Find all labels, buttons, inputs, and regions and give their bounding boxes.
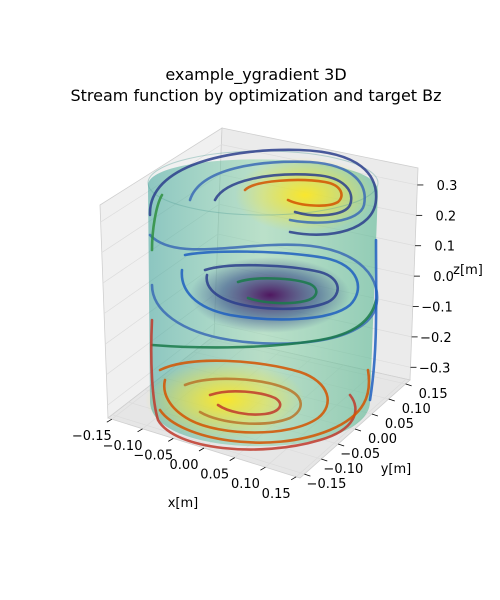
x-tick-mark [168,438,174,442]
z-tick-label: 0.1 [434,240,455,255]
contour-line-3 [213,173,353,217]
y-tick-mark [338,443,345,447]
contour-line-7 [203,263,339,311]
y-tick-mark [321,458,328,462]
x-tick-label: 0.05 [200,468,229,483]
x-tick-mark [137,428,143,433]
x-tick-label: 0.10 [231,477,260,492]
z-tick-label: −0.1 [421,301,453,316]
contour-line-1 [148,148,378,236]
lower-yellow-region [145,360,305,440]
x-tick-label: 0.15 [262,487,291,502]
contour-line-8 [236,277,318,305]
y-grid-line [112,414,305,475]
contour-line-9 [150,298,378,349]
contour-line-4 [243,178,343,207]
x-tick-mark [106,418,113,423]
x-tick-mark [290,476,297,481]
contour-line-10 [150,193,164,252]
contour-lines [148,148,379,451]
y-tick-label: −0.10 [323,462,363,477]
chart-title: example_ygradient 3D [165,65,346,85]
contour-line-2 [188,160,366,224]
y-tick-mark [371,413,378,417]
y-tick-label: 0.00 [368,432,397,447]
y-tick-label: −0.15 [307,477,347,492]
y-tick-label: 0.10 [402,402,431,417]
z-tick-label: 0.2 [436,209,457,224]
chart-subtitle: Stream function by optimization and targ… [70,86,441,105]
contour-line-14 [183,377,302,425]
y-tick-label: −0.05 [340,447,380,462]
y-tick-label: 0.05 [385,417,414,432]
contour-line-11 [368,238,378,402]
y-tick-mark [304,473,311,477]
y-tick-label: 0.15 [419,387,448,402]
y-tick-mark [354,428,362,432]
z-tick-label: 0.0 [433,270,454,285]
z-axis-label: z[m] [453,263,483,278]
x-tick-mark [198,447,205,452]
x-tick-mark [260,466,266,471]
x-axis-label: x[m] [168,496,199,511]
x-tick-mark [229,457,235,461]
cylinder-surface [145,150,379,447]
contour-line-15 [208,390,282,416]
z-tick-label: −0.2 [420,331,452,346]
x-tick-label: −0.15 [72,429,112,444]
y-axis-label: y[m] [381,462,412,477]
x-tick-label: 0.00 [170,458,199,473]
axis-ticks: −0.15−0.10−0.050.000.050.100.15−0.15−0.1… [72,179,457,502]
y-tick-mark [405,383,412,387]
y-tick-mark [388,398,395,402]
contour-line-6 [180,250,360,321]
contour-line-13 [158,359,329,434]
contour-line-16 [158,368,371,444]
x-tick-label: −0.05 [133,448,173,463]
contour-line-12 [149,318,357,451]
z-tick-label: 0.3 [437,179,458,194]
z-tick-label: −0.3 [419,361,451,376]
x-tick-label: −0.10 [103,439,143,454]
